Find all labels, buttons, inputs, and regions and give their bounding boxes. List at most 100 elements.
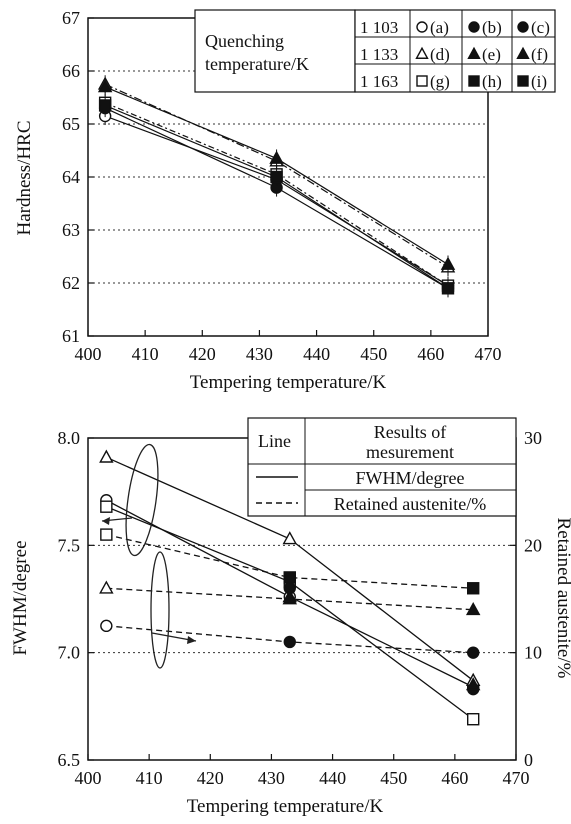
hardness-y-ticks: 61 62 63 64 65 66 67 <box>62 8 94 346</box>
x-tick-label: 460 <box>417 344 444 364</box>
y-tick-label: 8.0 <box>58 428 81 448</box>
x-tick-label: 460 <box>441 768 468 788</box>
y-tick-label: 61 <box>62 326 80 346</box>
legend-rows: 1 103 (a) (b) (c) 1 133 (d) (e) (f) 1 163 (g) (h) (… <box>360 18 550 91</box>
fwhm-x-ticks: 400 410 420 430 440 450 460 470 <box>75 754 530 788</box>
legend-row-fwhm: FWHM/degree <box>356 468 465 488</box>
legend-marker <box>517 21 529 33</box>
y-tick-label: 62 <box>62 273 80 293</box>
y-tick-label: 7.0 <box>58 643 81 663</box>
fwhm-point-d <box>99 449 114 463</box>
legend-series-label: (e) <box>482 45 501 64</box>
austenite-y2-axis-label: Retained austenite/% <box>553 518 571 679</box>
fwhm-filled-point <box>283 571 296 584</box>
x-tick-label: 430 <box>258 768 285 788</box>
austenite-line-g <box>106 533 474 589</box>
legend-title-box <box>194 9 356 93</box>
fwhm-y-ticks: 6.5 7.0 7.5 8.0 <box>58 428 94 770</box>
x-tick-label: 410 <box>136 768 163 788</box>
legend-marker <box>416 21 428 33</box>
fwhm-x-axis-label: Tempering temperature/K <box>187 796 384 817</box>
point-h <box>270 170 283 184</box>
y-tick-label: 63 <box>62 220 80 240</box>
x-tick-label: 450 <box>380 768 407 788</box>
hardness-series-markers <box>97 75 456 298</box>
x-tick-label: 400 <box>75 768 102 788</box>
legend-marker <box>467 46 481 59</box>
hardness-legend: Quenching temperature/K 1 103 (a) (b) (c)1 … <box>194 9 556 93</box>
y-tick-label: 66 <box>62 61 80 81</box>
fwhm-point-g <box>467 713 480 726</box>
legend-temperature: 1 133 <box>360 45 398 64</box>
annotations <box>101 443 197 669</box>
legend-marker <box>517 75 529 87</box>
fwhm-legend-box <box>247 417 517 517</box>
legend-marker <box>416 75 428 87</box>
legend-title-line2: temperature/K <box>205 54 309 74</box>
hardness-gridlines <box>88 70 488 284</box>
x-tick-label: 440 <box>319 768 346 788</box>
series-line-h <box>104 104 449 289</box>
legend-series-label: (c) <box>531 18 550 37</box>
austenite-point-a <box>283 635 296 649</box>
fwhm-group-ellipse <box>125 443 159 557</box>
legend-marker <box>468 21 480 33</box>
fwhm-series-markers <box>99 449 481 726</box>
legend-series-label: (h) <box>482 72 502 91</box>
fwhm-gridlines <box>88 544 516 654</box>
y-tick-label: 6.5 <box>58 750 81 770</box>
legend-temperature: 1 163 <box>360 72 398 91</box>
x-tick-label: 470 <box>475 344 502 364</box>
austenite-point-d <box>99 580 114 594</box>
x-tick-label: 400 <box>75 344 102 364</box>
austenite-point-a <box>467 646 480 659</box>
x-tick-label: 420 <box>189 344 216 364</box>
series-line-a <box>104 115 449 287</box>
y2-tick-label: 0 <box>524 750 533 770</box>
legend-row-austenite: Retained austenite/% <box>334 494 486 514</box>
y-tick-label: 64 <box>62 167 80 187</box>
y-tick-label: 65 <box>62 114 80 134</box>
hardness-x-axis-label: Tempering temperature/K <box>190 372 387 393</box>
x-tick-label: 430 <box>246 344 273 364</box>
x-tick-label: 410 <box>132 344 159 364</box>
hardness-y-axis-label: Hardness/HRC <box>14 120 35 235</box>
legend-temperature: 1 103 <box>360 18 398 37</box>
fwhm-point-d <box>282 531 298 545</box>
point-e <box>440 256 456 270</box>
austenite-point-a <box>100 619 113 633</box>
austenite-y2-ticks: 0 10 20 30 <box>510 428 542 770</box>
austenite-point-g <box>100 528 113 541</box>
arrow-head <box>102 517 110 525</box>
austenite-point-d <box>465 601 481 616</box>
legend-header-line: Line <box>258 431 291 451</box>
fwhm-legend: Line Results of mesurement FWHM/degree R… <box>247 417 517 517</box>
legend-series-label: (f) <box>531 45 548 64</box>
fwhm-filled-point <box>282 589 298 603</box>
legend-marker <box>516 46 530 59</box>
point-e <box>97 79 113 93</box>
legend-title-line1: Quenching <box>205 31 284 51</box>
legend-marker <box>415 46 429 59</box>
x-tick-label: 470 <box>503 768 530 788</box>
legend-series-label: (d) <box>430 45 450 64</box>
hardness-x-ticks: 400 410 420 430 440 450 460 470 <box>75 330 502 364</box>
legend-series-label: (i) <box>531 72 547 91</box>
hardness-chart: 400 410 420 430 440 450 460 470 61626364656667 … <box>14 8 556 393</box>
point-h <box>98 99 112 112</box>
y-tick-label: 7.5 <box>58 535 81 555</box>
fwhm-filled-point <box>465 677 481 691</box>
x-tick-label: 420 <box>197 768 224 788</box>
x-tick-label: 440 <box>303 344 330 364</box>
fwhm-y-axis-label: FWHM/degree <box>10 540 31 655</box>
legend-series-label: (b) <box>482 18 502 37</box>
y2-tick-label: 30 <box>524 428 542 448</box>
arrow-head <box>187 636 196 644</box>
point-h <box>441 282 455 295</box>
point-e <box>269 150 284 164</box>
legend-series-label: (a) <box>430 18 449 37</box>
legend-series-label: (g) <box>430 72 450 91</box>
x-tick-label: 450 <box>360 344 387 364</box>
y2-tick-label: 20 <box>524 535 542 555</box>
